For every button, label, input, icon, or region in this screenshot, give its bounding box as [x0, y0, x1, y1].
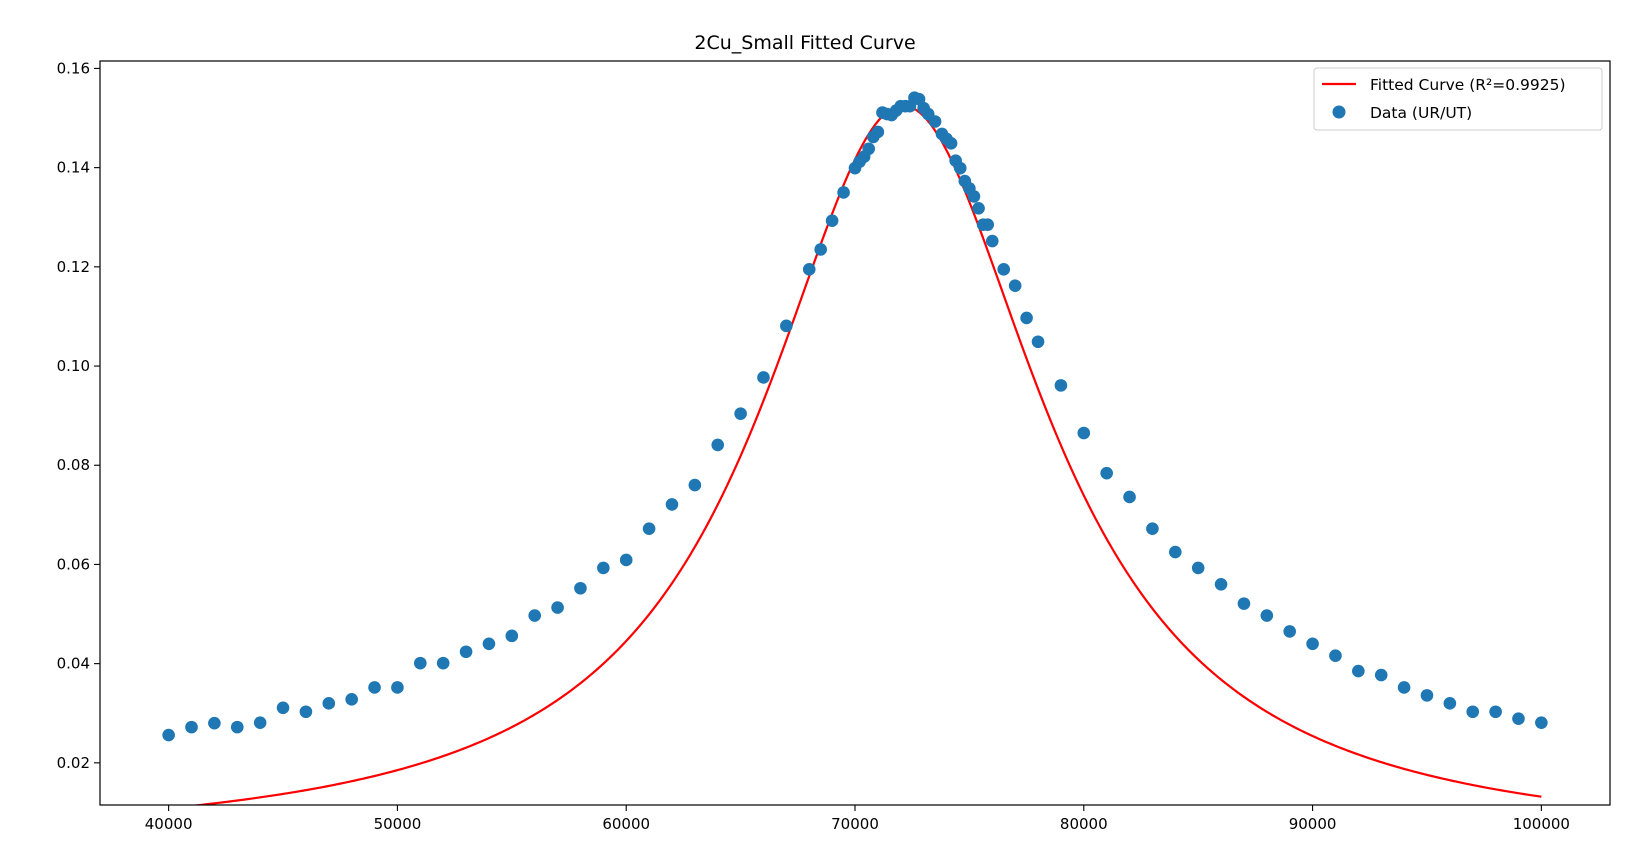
data-point	[1420, 689, 1434, 702]
data-point	[276, 701, 290, 715]
data-point	[1329, 649, 1342, 662]
legend-data-swatch	[1332, 105, 1346, 119]
data-point	[711, 438, 725, 452]
y-tick-label: 0.06	[57, 555, 90, 573]
plot-content	[162, 91, 1548, 805]
x-tick-label: 50000	[374, 815, 422, 833]
data-point	[528, 609, 541, 622]
data-point	[597, 561, 610, 575]
data-point	[551, 601, 564, 614]
data-point	[981, 218, 994, 231]
x-tick-label: 70000	[831, 815, 879, 833]
data-point	[1466, 705, 1480, 719]
data-point	[1352, 664, 1365, 678]
data-point	[162, 728, 175, 742]
y-tick-label: 0.04	[57, 655, 90, 673]
data-point	[944, 137, 958, 150]
y-tick-label: 0.08	[57, 456, 90, 474]
data-point	[985, 234, 999, 248]
data-point	[1260, 609, 1274, 622]
data-point	[642, 522, 656, 536]
data-point	[928, 115, 942, 128]
data-point	[1489, 705, 1502, 719]
data-point	[780, 319, 793, 333]
data-point	[734, 407, 747, 420]
legend: Fitted Curve (R²=0.9925) Data (UR/UT)	[1313, 67, 1603, 131]
data-point	[688, 478, 702, 492]
data-point	[997, 263, 1011, 276]
data-point	[574, 581, 587, 595]
y-tick-label: 0.14	[57, 159, 90, 177]
data-point	[1191, 561, 1205, 575]
data-point	[230, 720, 244, 734]
data-point	[1123, 490, 1136, 504]
legend-box	[1313, 67, 1603, 131]
data-point	[802, 263, 816, 276]
plot-frame	[99, 60, 1611, 806]
data-point	[459, 645, 473, 659]
data-point	[322, 697, 336, 710]
x-tick-label: 60000	[602, 815, 650, 833]
data-point	[1237, 597, 1251, 610]
data-point	[1306, 637, 1319, 651]
data-point	[619, 553, 633, 567]
y-tick-label: 0.02	[57, 754, 90, 772]
data-point	[825, 214, 839, 228]
data-point	[482, 637, 496, 651]
y-tick-label: 0.10	[57, 357, 90, 375]
data-point	[1008, 279, 1022, 292]
data-points	[162, 91, 1548, 742]
legend-data-label: Data (UR/UT)	[1370, 104, 1472, 122]
chart-title: 2Cu_Small Fitted Curve	[694, 32, 915, 54]
x-tick-label: 40000	[145, 815, 193, 833]
y-tick-label: 0.16	[57, 59, 90, 77]
x-axis: 40000 50000 60000 70000 80000 90000 100000	[145, 805, 1570, 833]
data-point	[185, 720, 198, 734]
data-point	[345, 693, 358, 706]
data-point	[1100, 466, 1113, 480]
data-point	[368, 681, 381, 694]
data-point	[1214, 577, 1228, 591]
data-point	[1169, 545, 1182, 559]
data-point	[1535, 716, 1548, 729]
fitted-curve-line	[189, 104, 1542, 805]
data-point	[414, 656, 427, 670]
y-tick-label: 0.12	[57, 258, 90, 276]
data-point	[1031, 335, 1045, 349]
data-point	[967, 190, 981, 203]
data-point	[871, 125, 885, 139]
y-axis: 0.02 0.04 0.06 0.08 0.10 0.12 0.14 0.16	[57, 59, 100, 772]
data-point	[757, 371, 770, 384]
x-tick-label: 90000	[1289, 815, 1337, 833]
data-point	[391, 681, 404, 694]
data-point	[1397, 681, 1411, 694]
data-point	[1146, 522, 1159, 536]
data-point	[1374, 668, 1388, 682]
x-tick-label: 80000	[1060, 815, 1108, 833]
data-point	[1054, 379, 1068, 392]
data-point	[436, 656, 450, 670]
legend-fit-label: Fitted Curve (R²=0.9925)	[1370, 76, 1566, 94]
data-point	[208, 716, 221, 730]
data-point	[1077, 426, 1091, 440]
data-point	[253, 716, 267, 729]
data-point	[665, 498, 679, 511]
data-point	[1443, 697, 1457, 710]
data-point	[1512, 712, 1525, 725]
data-point	[814, 243, 827, 256]
data-point	[862, 142, 876, 156]
data-point	[1020, 311, 1033, 325]
data-point	[953, 161, 967, 175]
data-point	[972, 202, 985, 215]
data-point	[837, 186, 850, 199]
x-tick-label: 100000	[1513, 815, 1570, 833]
data-point	[505, 629, 519, 643]
data-point	[299, 705, 313, 719]
data-point	[1283, 625, 1296, 638]
